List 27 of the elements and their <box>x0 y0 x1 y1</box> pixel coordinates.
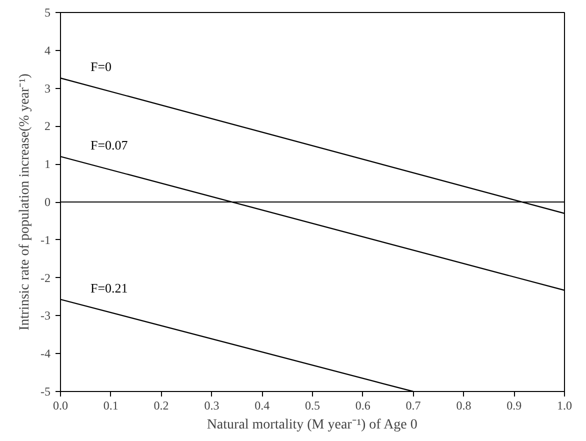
x-tick-label: 0.3 <box>204 398 220 412</box>
y-tick-label: -3 <box>40 308 51 323</box>
y-tick-label: -1 <box>40 232 51 247</box>
y-tick-label: 4 <box>44 43 50 58</box>
x-tick-label: 0.9 <box>506 398 522 412</box>
y-tick-label: 2 <box>44 119 50 134</box>
y-tick-label: 3 <box>44 81 50 96</box>
x-axis-title: Natural mortality (M year⁻¹) of Age 0 <box>206 418 418 432</box>
x-tick-label: 0.4 <box>254 398 270 412</box>
x-tick-label: 0.5 <box>305 398 320 412</box>
y-tick-label: 0 <box>44 195 50 209</box>
x-tick-label: 0.7 <box>406 398 421 412</box>
y-tick-label: 5 <box>44 6 50 20</box>
series-label: F=0 <box>90 59 112 74</box>
series-label: F=0.21 <box>90 280 128 296</box>
y-tick-label: -2 <box>40 270 51 285</box>
x-tick-label: 0.2 <box>154 398 169 412</box>
y-tick-label: 1 <box>44 157 50 172</box>
y-axis-title: Intrinsic rate of population increase(% year⁻¹) <box>18 73 33 330</box>
x-tick-label: 1.0 <box>557 398 572 412</box>
x-tick-label: 0.8 <box>456 398 472 412</box>
x-tick-label: 0.6 <box>355 398 370 412</box>
series-label: F=0.07 <box>90 138 128 153</box>
x-tick-label: 0.0 <box>53 398 68 412</box>
y-tick-label: -5 <box>40 384 51 398</box>
y-tick-label: -4 <box>40 346 51 361</box>
x-tick-label: 0.1 <box>103 398 118 412</box>
